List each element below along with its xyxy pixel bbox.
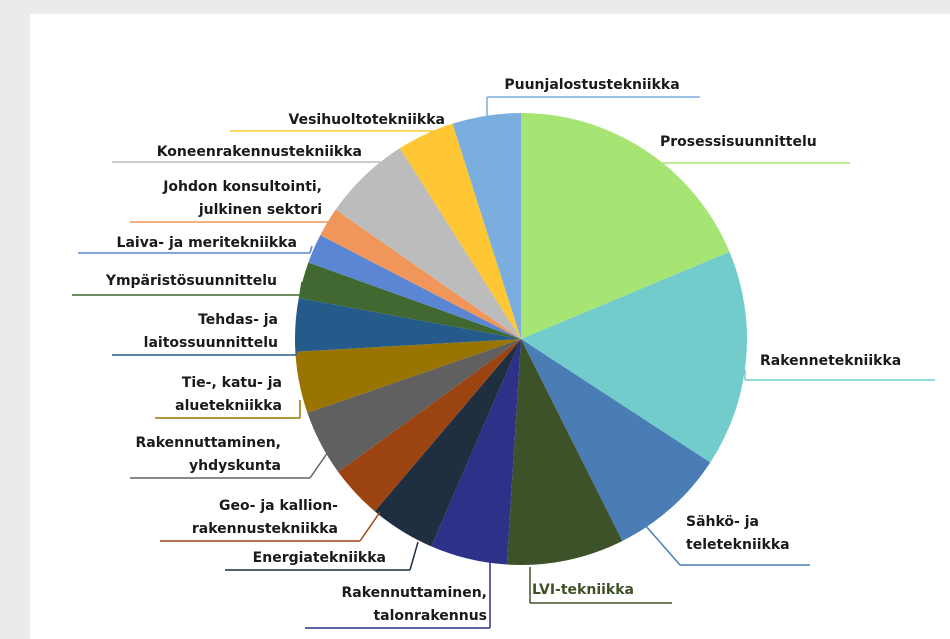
slice-label: rakennustekniikka — [192, 521, 338, 537]
slice-label: Vesihuoltotekniikka — [289, 112, 446, 128]
pie-slice — [431, 339, 521, 565]
pie-slice — [399, 123, 521, 339]
pie-slice — [452, 113, 521, 339]
slice-label: Rakennuttaminen, — [341, 585, 487, 601]
slice-label: Koneenrakennustekniikka — [157, 144, 362, 160]
leader-line — [359, 511, 381, 542]
pie-slice — [521, 339, 711, 542]
slice-label: aluetekniikka — [175, 398, 282, 414]
leader-line — [409, 541, 419, 571]
leader-line — [309, 451, 329, 479]
pie-slice — [295, 339, 521, 413]
slice-label: LVI-tekniikka — [532, 582, 634, 598]
slice-label: Tehdas- ja — [198, 312, 278, 328]
pie-slice — [294, 298, 521, 352]
pie-slice — [298, 262, 521, 339]
leader-line — [329, 212, 341, 223]
leader-line — [644, 524, 681, 566]
slice-label: Rakennetekniikka — [760, 353, 901, 369]
slice-label: Rakennuttaminen, — [135, 435, 281, 451]
slice-label: Johdon konsultointi, — [162, 179, 322, 195]
slice-label: Tie-, katu- ja — [182, 375, 282, 391]
slice-label: laitossuunnittelu — [144, 335, 278, 351]
slice-label: Prosessisuunnittelu — [660, 134, 817, 150]
slice-label: teletekniikka — [686, 537, 790, 553]
pie-slice — [307, 339, 521, 472]
leader-line — [639, 162, 661, 166]
leader-line — [295, 339, 299, 356]
slice-label: Energiatekniikka — [253, 550, 386, 566]
slice-label: Geo- ja kallion- — [219, 498, 338, 514]
pie-slice — [320, 209, 521, 339]
slice-label: Ympäristösuunnittelu — [105, 273, 277, 289]
slice-label: talonrakennus — [373, 608, 487, 624]
slice-label: Puunjalostustekniikka — [504, 77, 679, 93]
pie-slice — [374, 339, 521, 547]
pie-slice — [506, 339, 623, 565]
slice-label: Laiva- ja meritekniikka — [117, 235, 297, 251]
leader-line — [299, 281, 303, 296]
pie-slice — [335, 148, 521, 339]
slice-label: Sähkö- ja — [686, 514, 759, 530]
slice-label: yhdyskunta — [189, 458, 281, 474]
pie-slice — [521, 113, 730, 339]
slice-label: julkinen sektori — [198, 202, 322, 218]
pie-slice — [338, 339, 521, 512]
leader-line — [444, 130, 451, 141]
pie-slice — [308, 235, 521, 339]
leader-line — [309, 245, 313, 254]
pie-slice — [521, 251, 747, 463]
